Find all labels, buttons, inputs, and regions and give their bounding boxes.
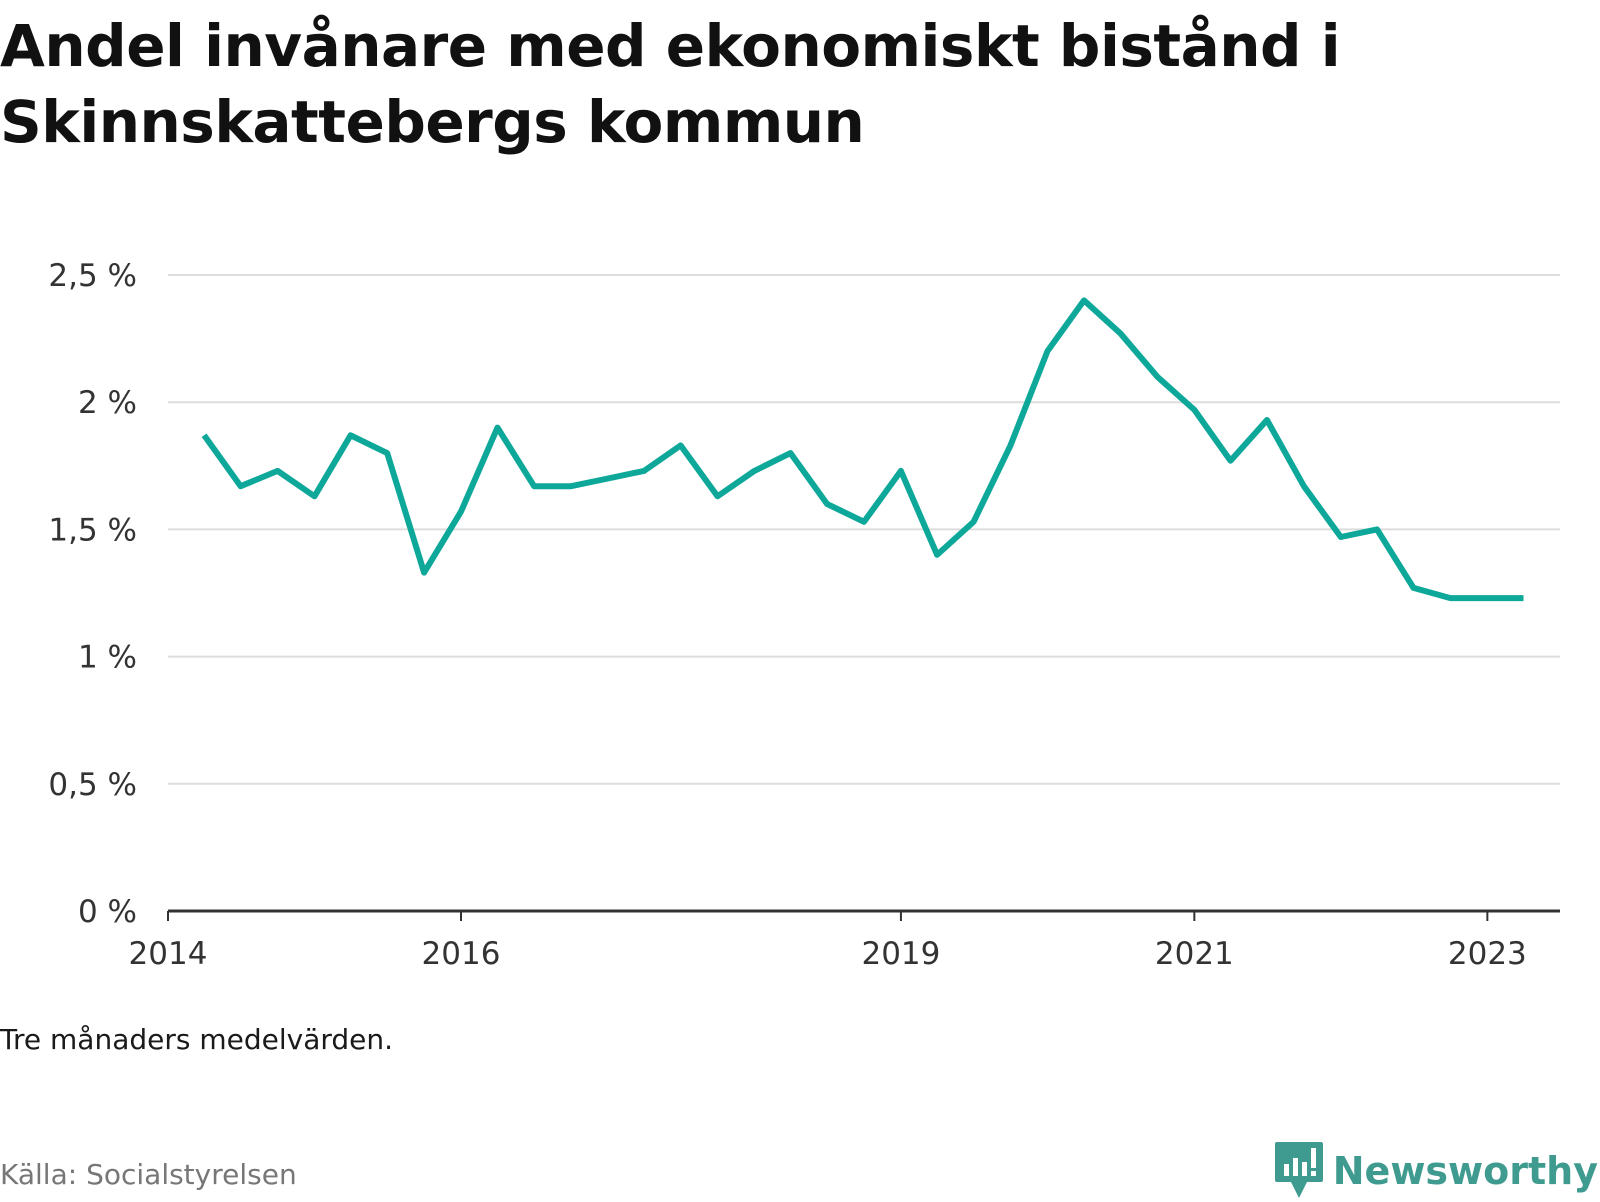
data-point [1083, 300, 1084, 301]
data-point [534, 486, 535, 487]
data-point [424, 572, 425, 573]
chart-title: Andel invånare med ekonomiskt bistånd i … [0, 12, 1341, 156]
data-point [1487, 598, 1488, 599]
gridlines [168, 274, 1560, 785]
source-credit: Källa: Socialstyrelsen [0, 1158, 297, 1191]
brand-logo[interactable]: Newsworthy [1273, 1140, 1598, 1202]
y-tick-label: 0,5 % [48, 767, 137, 803]
y-tick-label: 2 % [78, 385, 137, 421]
data-point [1120, 333, 1121, 334]
data-point [973, 521, 974, 522]
chart-note: Tre månaders medelvärden. [0, 1023, 394, 1056]
data-point [644, 470, 645, 471]
x-tick-label: 2023 [1448, 936, 1527, 972]
data-point [900, 470, 901, 471]
data-point [827, 503, 828, 504]
data-point [1194, 409, 1195, 410]
data-point [937, 554, 938, 555]
x-tick-label: 2021 [1155, 936, 1234, 972]
data-point [461, 511, 462, 512]
x-tick-label: 2016 [422, 936, 501, 972]
data-point [1523, 598, 1524, 599]
data-point [1230, 460, 1231, 461]
y-tick-label: 0 % [78, 894, 137, 930]
data-point [1266, 420, 1267, 421]
y-tick-label: 1 % [78, 640, 137, 676]
data-point [240, 486, 241, 487]
y-tick-label: 2,5 % [48, 258, 137, 294]
data-point [680, 445, 681, 446]
newsworthy-logo-icon [1274, 1142, 1323, 1198]
data-point [277, 470, 278, 471]
data-point [387, 453, 388, 454]
data-point [1303, 486, 1304, 487]
series-group [201, 297, 1524, 602]
data-point [864, 521, 865, 522]
data-point [350, 435, 351, 436]
series-line [201, 297, 1524, 602]
data-point [607, 478, 608, 479]
data-point [1010, 445, 1011, 446]
y-axis-ticks: 0 % 0,5 % 1 % 1,5 % 2 % 2,5 % [48, 258, 137, 930]
x-tick-label: 2019 [861, 936, 940, 972]
x-axis-ticks: 2014 2016 2019 2021 2023 [129, 911, 1527, 972]
data-point [1413, 587, 1414, 588]
x-tick-label: 2014 [129, 936, 208, 972]
data-point [1450, 598, 1451, 599]
brand-name: Newsworthy [1332, 1149, 1598, 1193]
line-chart: 0 % 0,5 % 1 % 1,5 % 2 % 2,5 % 2014 2016 2019 202… [48, 258, 1560, 972]
data-point [754, 470, 755, 471]
data-point [1047, 351, 1048, 352]
data-point [1376, 529, 1377, 530]
data-point [790, 453, 791, 454]
data-point [204, 435, 205, 436]
data-point [570, 486, 571, 487]
data-point [717, 496, 718, 497]
data-point [1157, 376, 1158, 377]
data-point [497, 427, 498, 428]
y-tick-label: 1,5 % [48, 512, 137, 548]
data-point [1340, 537, 1341, 538]
data-point [314, 496, 315, 497]
